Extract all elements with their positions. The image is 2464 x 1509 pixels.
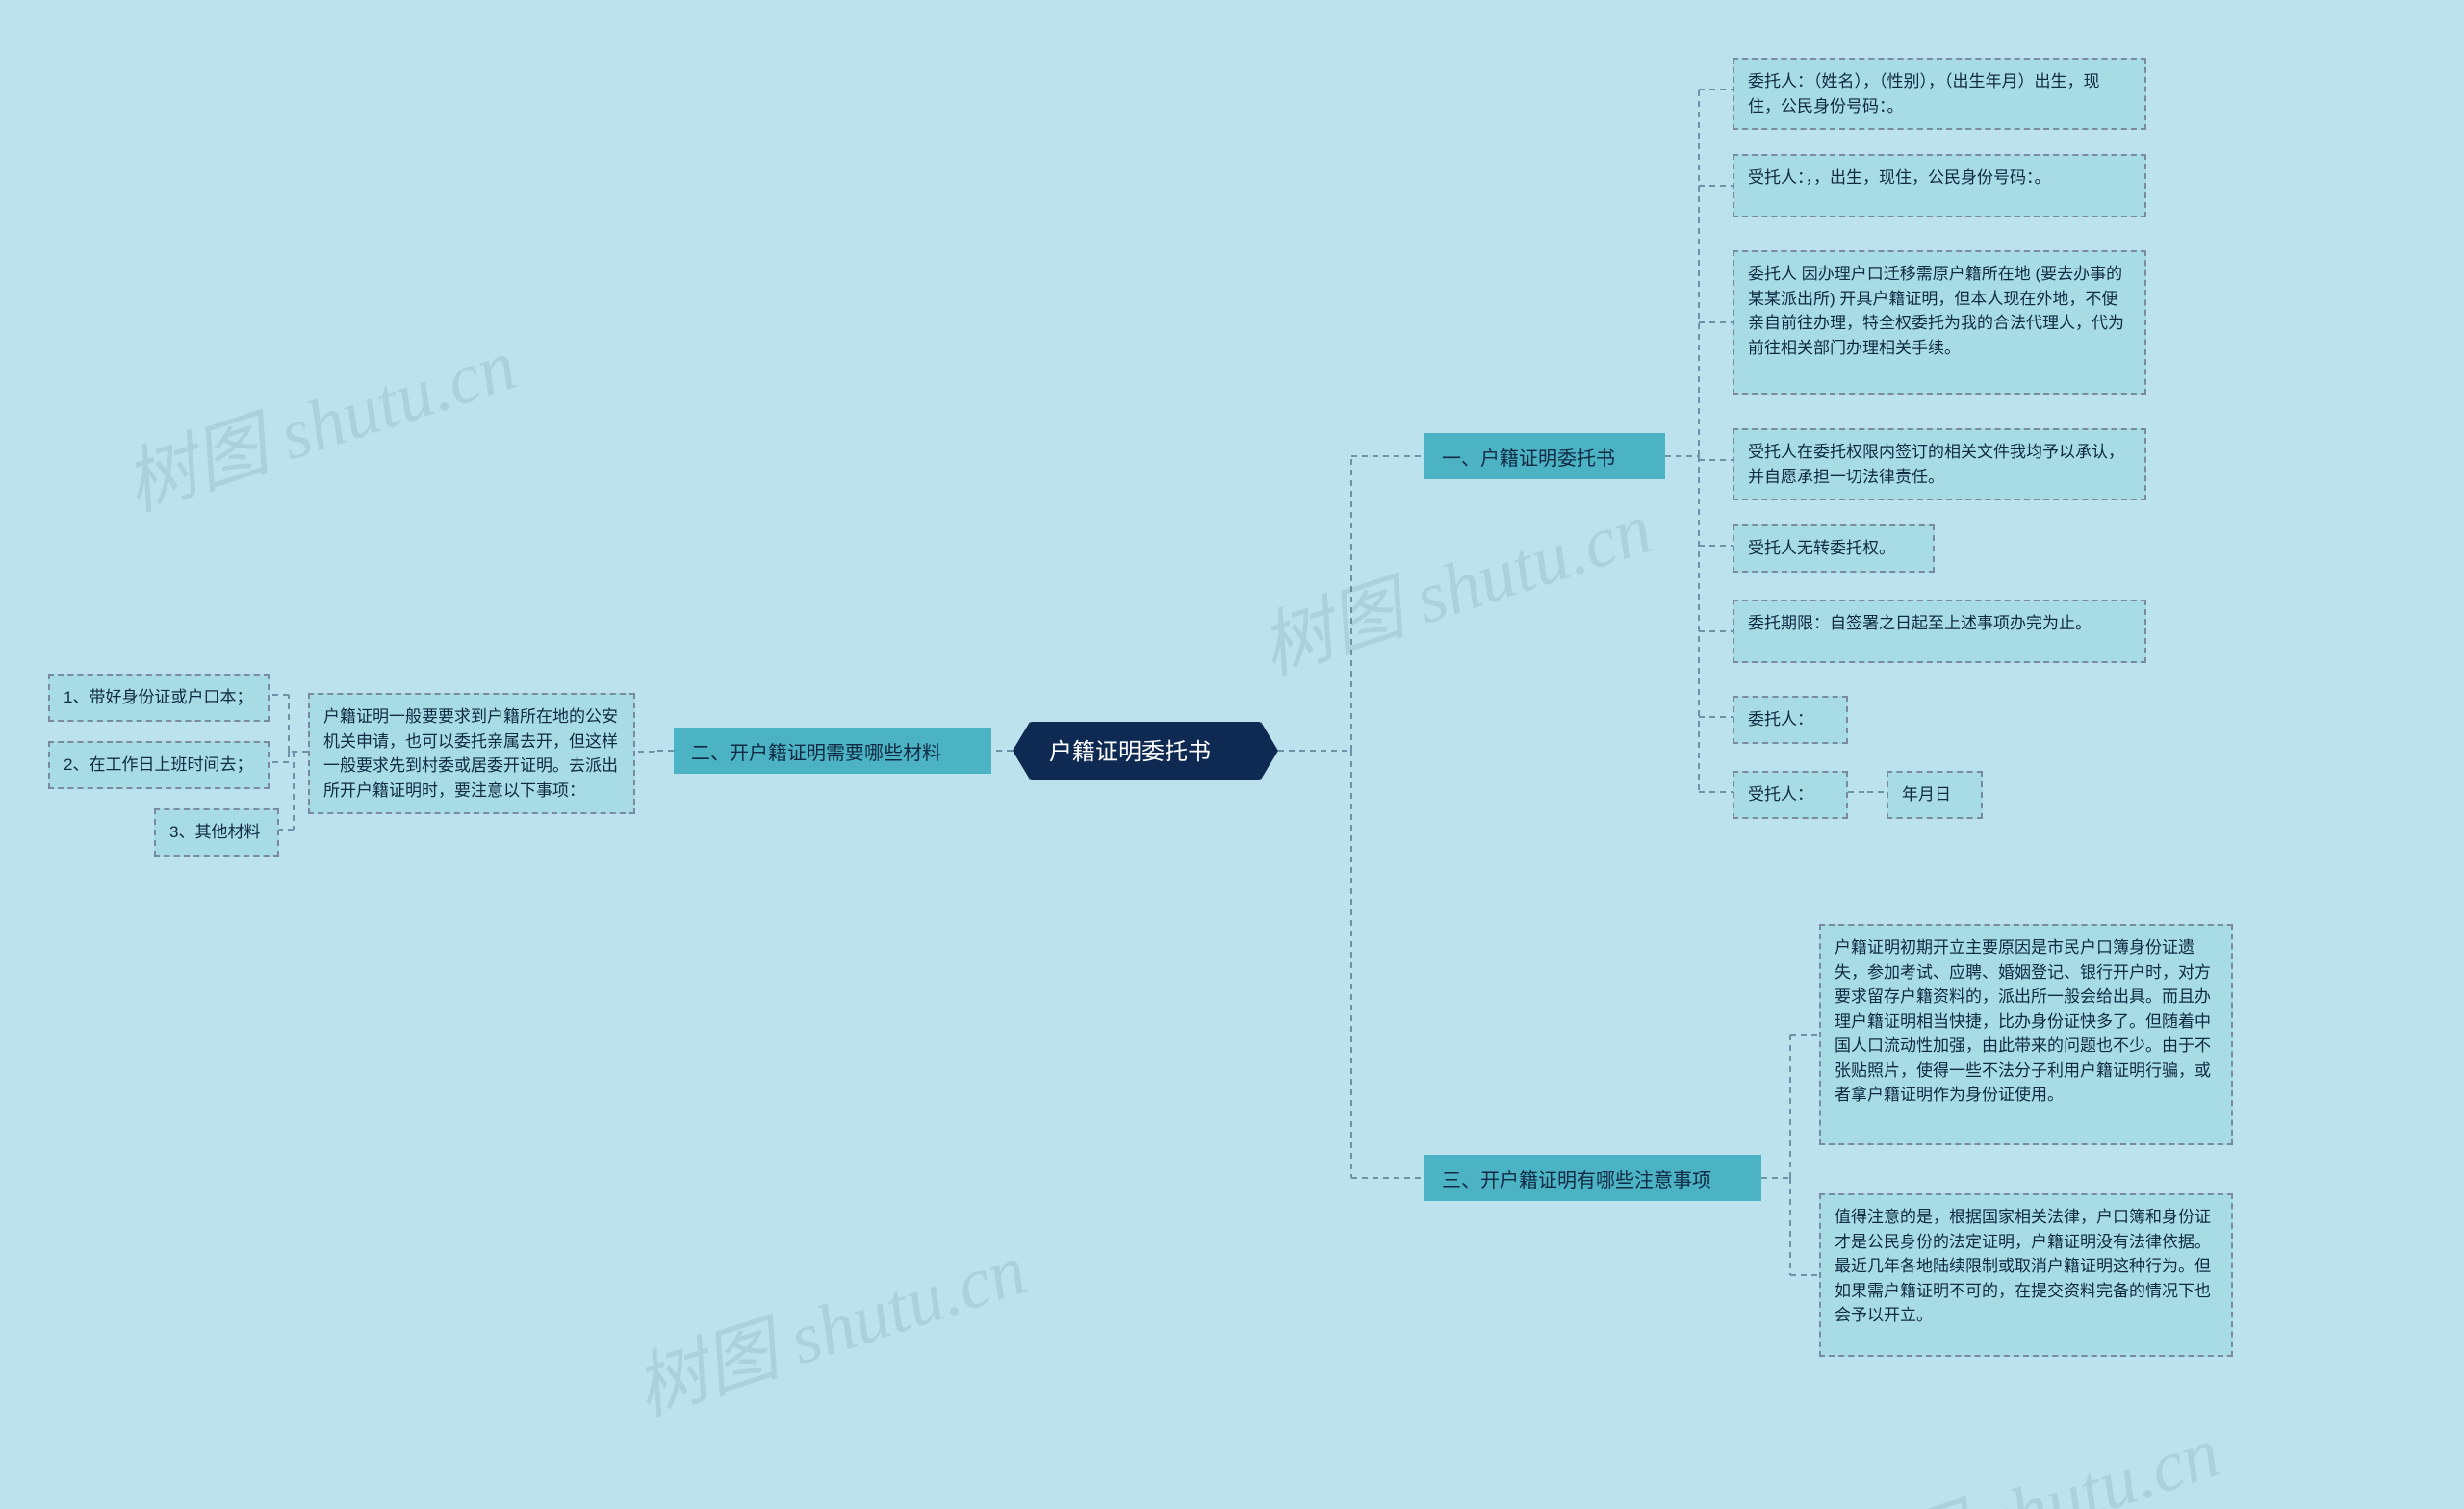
branch-node: 二、开户籍证明需要哪些材料 xyxy=(674,728,991,774)
branch-node: 一、户籍证明委托书 xyxy=(1424,433,1665,479)
leaf-node: 委托人： xyxy=(1732,696,1848,744)
leaf-node: 受托人在委托权限内签订的相关文件我均予以承认，并自愿承担一切法律责任。 xyxy=(1732,428,2146,500)
leaf-node: 户籍证明一般要要求到户籍所在地的公安机关申请，也可以委托亲属去开，但这样一般要求… xyxy=(308,693,635,814)
leaf-node: 受托人无转委托权。 xyxy=(1732,524,1935,573)
watermark: 树图 shutu.cn xyxy=(619,1211,1037,1436)
leaf-node: 受托人：，，出生，现住，公民身份号码：。 xyxy=(1732,154,2146,217)
leaf-node: 户籍证明初期开立主要原因是市民户口簿身份证遗失，参加考试、应聘、婚姻登记、银行开… xyxy=(1819,924,2233,1145)
leaf-node: 受托人： xyxy=(1732,771,1848,819)
watermark: 树图 shutu.cn xyxy=(109,306,526,531)
leaf-node: 委托人 因办理户口迁移需原户籍所在地 (要去办事的某某派出所) 开具户籍证明，但… xyxy=(1732,250,2146,395)
leaf-node: 值得注意的是，根据国家相关法律，户口簿和身份证才是公民身份的法定证明，户籍证明没… xyxy=(1819,1193,2233,1357)
leaf-node: 2、在工作日上班时间去； xyxy=(48,741,270,789)
leaf-node: 委托人：（姓名），（性别），（出生年月）出生，现住，公民身份号码：。 xyxy=(1732,58,2146,130)
leaf-node: 1、带好身份证或户口本； xyxy=(48,674,270,722)
root-node: 户籍证明委托书 xyxy=(1030,722,1261,780)
watermark: 树图 shutu.cn xyxy=(1812,1394,2230,1509)
watermark: 树图 shutu.cn xyxy=(1245,470,1662,695)
leaf-node: 年月日 xyxy=(1886,771,1983,819)
leaf-node: 委托期限：自签署之日起至上述事项办完为止。 xyxy=(1732,600,2146,663)
branch-node: 三、开户籍证明有哪些注意事项 xyxy=(1424,1155,1761,1201)
leaf-node: 3、其他材料 xyxy=(154,808,279,857)
